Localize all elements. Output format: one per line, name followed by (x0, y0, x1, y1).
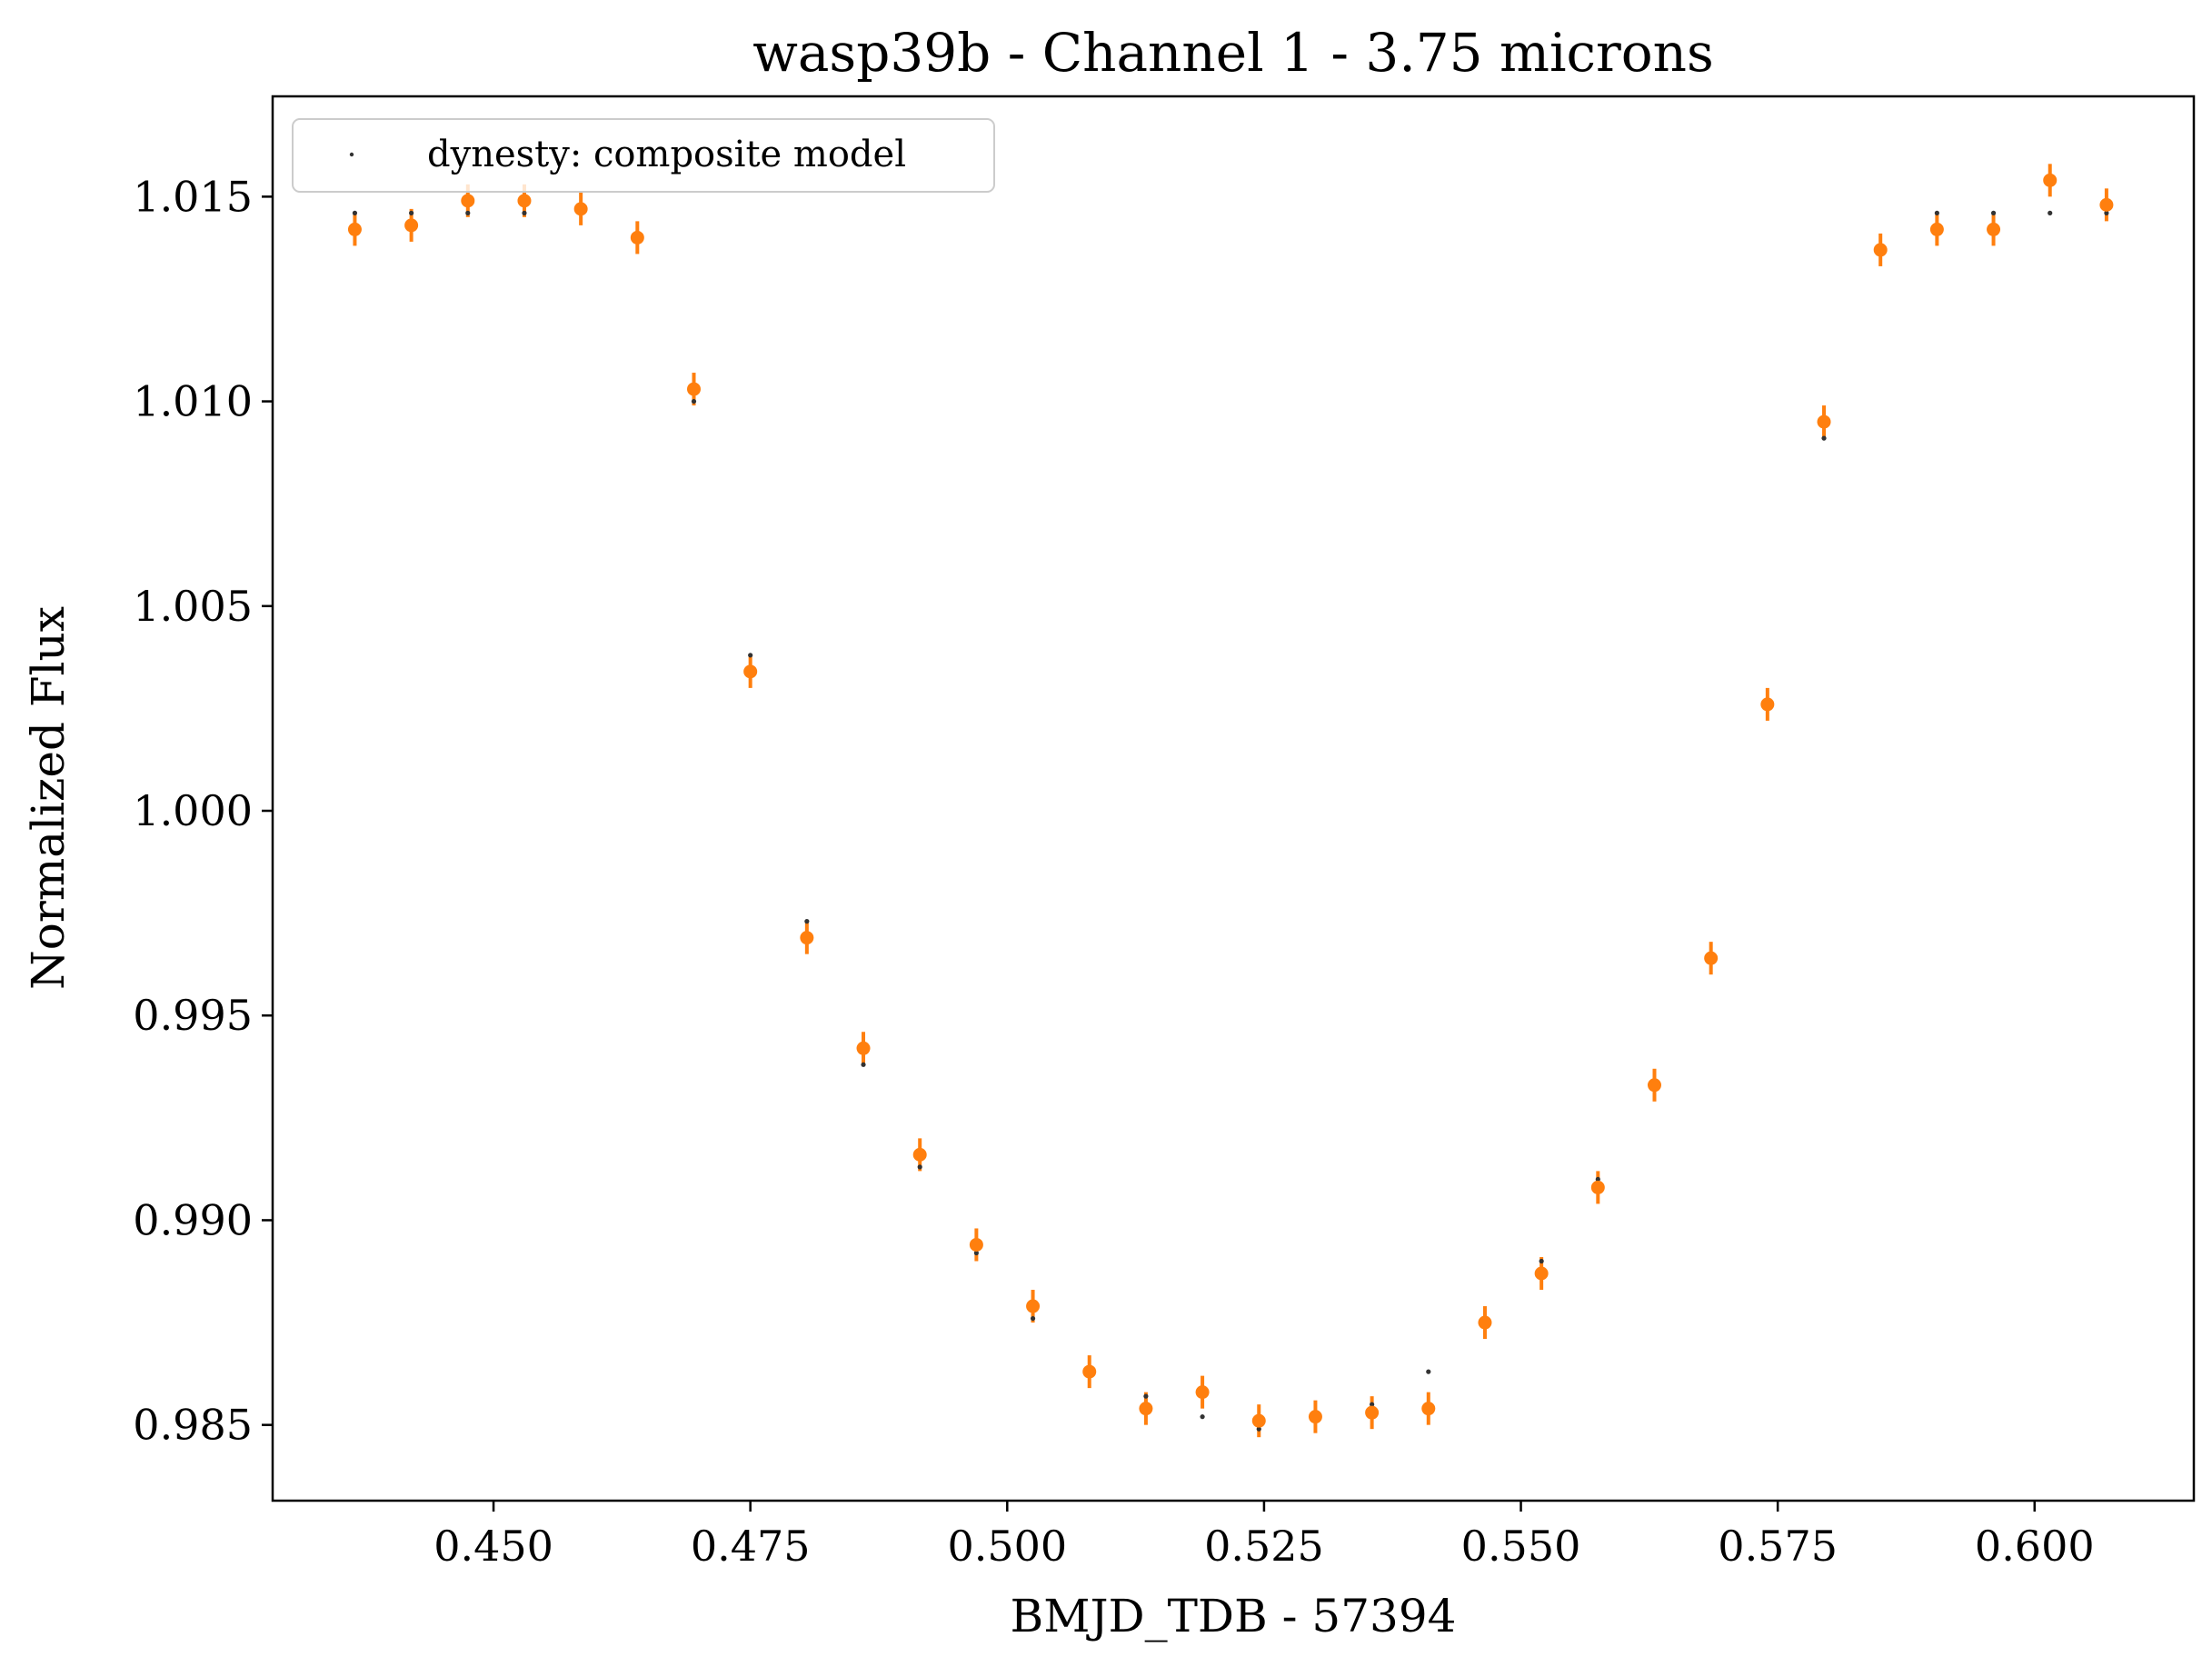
chart-title: wasp39b - Channel 1 - 3.75 microns (752, 22, 1714, 84)
model-point (409, 210, 414, 215)
y-tick-label: 1.000 (133, 786, 253, 835)
legend-entry: dynesty: composite model (427, 134, 906, 175)
model-point (522, 210, 527, 215)
y-axis-label: Normalized Flux (22, 606, 75, 990)
model-point (2048, 210, 2053, 215)
data-point (969, 1237, 983, 1252)
data-point (1195, 1385, 1210, 1400)
plot-frame (271, 95, 2196, 1502)
data-point (2043, 173, 2058, 187)
data-point (1251, 1413, 1266, 1428)
data-point (1873, 243, 1888, 257)
data-point (404, 218, 419, 233)
model-point (1595, 1176, 1600, 1183)
model-point (352, 210, 358, 215)
x-tick-label: 0.575 (1718, 1522, 1838, 1571)
data-point (1704, 951, 1719, 965)
data-point (1817, 414, 1831, 429)
model-point (1990, 210, 1997, 215)
model-point (861, 1062, 866, 1067)
data-point (1082, 1364, 1097, 1379)
model-point (917, 1164, 922, 1170)
model-point (1539, 1258, 1544, 1264)
model-point (1256, 1426, 1261, 1432)
data-point (573, 202, 588, 216)
x-axis-label: BMJD_TDB - 57394 (1011, 1590, 1457, 1642)
model-point (2104, 210, 2109, 215)
data-point (1760, 697, 1775, 712)
legend-box (292, 118, 995, 193)
x-tick-label: 0.550 (1461, 1522, 1581, 1571)
legend: dynesty: composite model (292, 118, 995, 193)
legend-marker (349, 152, 354, 157)
data-point (1929, 222, 1944, 236)
x-axis: 0.450 0.475 0.500 0.525 0.550 0.575 0.600 (433, 1501, 2095, 1571)
data-point (686, 382, 701, 396)
x-tick-label: 0.450 (433, 1522, 553, 1571)
data-point (2099, 197, 2114, 212)
data-point (1026, 1299, 1041, 1313)
y-tick-label: 1.010 (133, 377, 253, 426)
y-tick-label: 1.005 (133, 582, 253, 631)
data-point (347, 222, 362, 236)
x-tick-label: 0.525 (1204, 1522, 1324, 1571)
y-tick-label: 0.985 (133, 1401, 253, 1450)
model-point (1200, 1414, 1205, 1420)
model-point (1934, 210, 1939, 215)
model-point (973, 1250, 979, 1256)
model-point (1143, 1393, 1149, 1399)
y-tick-label: 0.990 (133, 1195, 253, 1244)
data-point (1478, 1315, 1492, 1330)
data-point (1139, 1402, 1153, 1416)
y-tick-label: 1.015 (133, 172, 253, 221)
model-point (465, 210, 471, 215)
model-point (748, 653, 753, 658)
data-point (743, 664, 758, 679)
data-point (1647, 1078, 1661, 1093)
model-point (691, 398, 697, 404)
data-point (1534, 1266, 1549, 1281)
x-tick-label: 0.475 (691, 1522, 811, 1571)
model-point (1370, 1402, 1375, 1407)
model-point (1426, 1369, 1431, 1374)
data-point (1421, 1402, 1436, 1416)
x-tick-label: 0.600 (1975, 1522, 2095, 1571)
data-point (517, 194, 532, 208)
model-point (1821, 435, 1827, 441)
data-point (912, 1147, 927, 1162)
plot-marks (347, 164, 2114, 1438)
y-axis: 0.985 0.990 0.995 1.000 1.005 1.010 1.015 (133, 172, 273, 1450)
data-point (1365, 1405, 1380, 1420)
data-point (856, 1041, 871, 1055)
data-point (1590, 1180, 1605, 1194)
x-tick-label: 0.500 (947, 1522, 1067, 1571)
model-point (804, 919, 810, 924)
data-point (800, 931, 814, 945)
data-point (461, 194, 475, 208)
data-point (1308, 1410, 1322, 1424)
data-point (630, 230, 644, 245)
y-tick-label: 0.995 (133, 991, 253, 1040)
data-point (1987, 222, 2001, 236)
model-point (1030, 1315, 1036, 1322)
